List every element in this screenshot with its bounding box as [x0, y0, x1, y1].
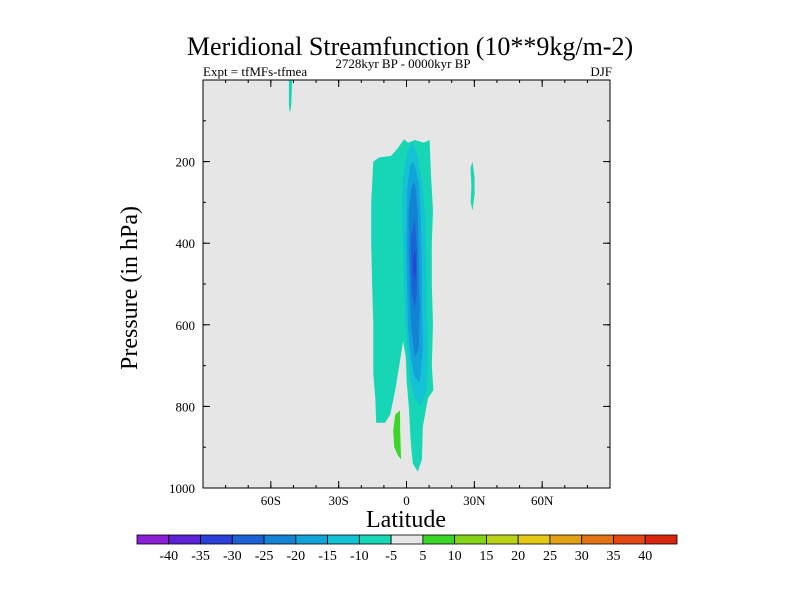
colorbar-label: -15	[318, 549, 337, 564]
contour-region-7	[470, 161, 475, 211]
x-axis-label: Latitude	[366, 507, 446, 533]
y-tick-label: 400	[176, 236, 196, 251]
colorbar-swatch	[231, 534, 265, 545]
colorbar-label: -5	[385, 549, 397, 564]
colorbar-swatch	[168, 534, 201, 545]
colorbar-swatch	[390, 534, 424, 545]
colorbar-swatch	[581, 534, 614, 545]
subtitle-left: Expt = tfMFs-tfmea	[203, 64, 307, 79]
x-axis-ticks: 60S 30S 0 30N 60N	[225, 80, 588, 508]
colorbar-swatch	[644, 534, 678, 545]
x-tick-label: 30S	[329, 493, 349, 508]
colorbar-label: -20	[286, 549, 305, 564]
colorbar-label: -10	[350, 549, 369, 564]
colorbar-label: -40	[159, 549, 178, 564]
colorbar-label: -35	[191, 549, 210, 564]
colorbar-label: 25	[543, 549, 557, 564]
x-tick-label: 60S	[261, 493, 281, 508]
colorbar-label: 20	[511, 549, 525, 564]
contour-region-5	[413, 251, 416, 280]
x-tick-label: 30N	[463, 493, 486, 508]
colorbar-label: -25	[255, 549, 274, 564]
colorbar-label: 10	[448, 549, 462, 564]
colorbar-swatch	[200, 534, 233, 545]
x-tick-label: 60N	[531, 493, 554, 508]
chart-title: Meridional Streamfunction (10**9kg/m-2)	[187, 32, 633, 61]
subtitle-right: DJF	[590, 64, 612, 79]
colorbar-label: 40	[638, 549, 652, 564]
y-tick-label: 1000	[169, 481, 195, 496]
colorbar-swatch	[486, 534, 519, 545]
contour-region-6	[288, 80, 293, 113]
x-tick-label: 0	[403, 493, 410, 508]
colorbar-label: 30	[575, 549, 589, 564]
colorbar-label: 5	[419, 549, 426, 564]
y-tick-label: 800	[176, 399, 196, 414]
colorbar-label: 35	[606, 549, 620, 564]
colorbar-swatch	[517, 534, 551, 545]
y-axis-label: Pressure (in hPa)	[117, 206, 143, 370]
y-axis-ticks: 200 400 600 800 1000	[169, 120, 610, 496]
colorbar-swatch	[454, 534, 487, 545]
subtitle-center: 2728kyr BP - 0000kyr BP	[335, 56, 470, 71]
colorbar: -40 -35 -30 -25 -20 -15 -10 -5 5 10 15 20 25 30 35 40	[136, 534, 678, 564]
colorbar-swatch	[613, 534, 646, 545]
colorbar-swatch	[136, 534, 170, 545]
colorbar-swatch	[422, 534, 456, 545]
colorbar-swatch	[549, 534, 583, 545]
contour-region-8	[393, 410, 402, 460]
colorbar-swatch	[295, 534, 328, 545]
y-tick-label: 200	[176, 155, 196, 170]
colorbar-swatch	[358, 534, 392, 545]
colorbar-label: 15	[479, 549, 493, 564]
contour-regions	[288, 80, 475, 472]
colorbar-label: -30	[223, 549, 242, 564]
colorbar-swatch	[327, 534, 360, 545]
colorbar-swatch	[263, 534, 297, 545]
y-tick-label: 600	[176, 318, 196, 333]
